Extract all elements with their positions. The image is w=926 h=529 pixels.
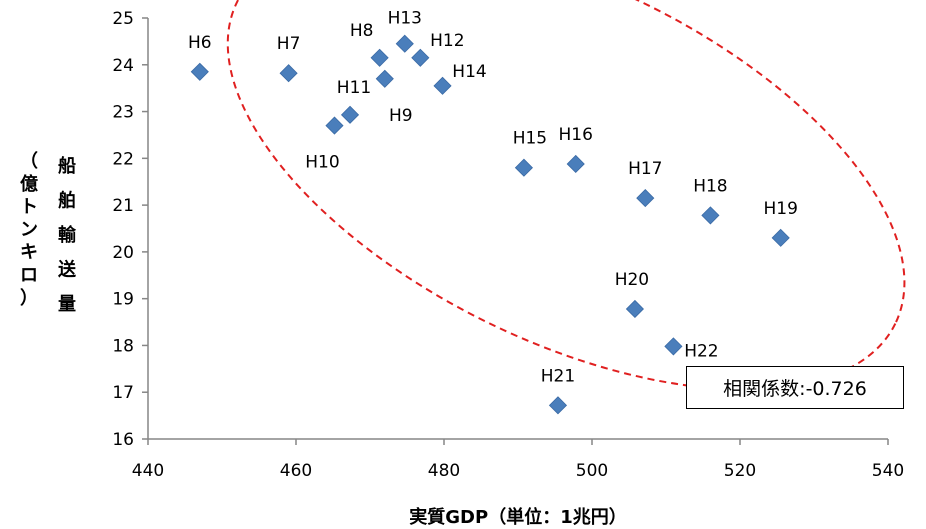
point-label-h11: H11 <box>337 78 371 98</box>
x-tick-label: 480 <box>428 461 460 481</box>
y-tick-label: 17 <box>112 383 134 403</box>
y-tick-label: 22 <box>112 149 134 169</box>
correlation-box: 相関係数:-0.726 <box>686 366 904 409</box>
y-tick-label: 24 <box>112 56 134 76</box>
point-label-h9: H9 <box>389 106 413 126</box>
y-tick-label: 23 <box>112 103 134 123</box>
x-axis-title: 実質GDP（単位：1兆円） <box>409 506 626 528</box>
data-point-h19 <box>771 228 790 247</box>
y-tick-label: 19 <box>112 290 134 310</box>
y-axis-unit: （億トンキロ） <box>20 151 38 309</box>
data-point-h16 <box>566 154 585 174</box>
data-point-h18 <box>701 206 720 225</box>
x-tick-label: 520 <box>724 461 756 481</box>
data-point-h15 <box>514 158 533 177</box>
point-label-h21: H21 <box>541 366 575 386</box>
point-label-h13: H13 <box>388 9 422 29</box>
data-point-h9 <box>375 69 394 88</box>
point-label-h8: H8 <box>350 21 374 41</box>
highlight-ellipse <box>226 0 906 391</box>
data-point-h22 <box>664 337 683 356</box>
x-tick-label: 460 <box>280 461 312 481</box>
point-label-h10: H10 <box>305 153 339 173</box>
data-point-h13 <box>395 34 414 53</box>
point-label-h12: H12 <box>430 31 464 51</box>
data-points <box>190 34 790 415</box>
data-point-h12 <box>411 48 430 67</box>
y-tick-label: 20 <box>112 243 134 263</box>
y-tick-label: 16 <box>112 430 134 450</box>
data-point-h21 <box>548 396 568 415</box>
data-point-h8 <box>370 48 389 67</box>
highlight-ellipse-layer <box>226 0 906 391</box>
data-point-h17 <box>636 189 655 208</box>
data-point-h11 <box>340 105 360 124</box>
point-label-h16: H16 <box>559 125 593 145</box>
x-tick-label: 540 <box>872 461 904 481</box>
point-label-h7: H7 <box>277 34 301 54</box>
x-tick-label: 500 <box>576 461 608 481</box>
data-point-h20 <box>625 299 644 319</box>
data-point-h6 <box>190 62 209 81</box>
point-label-h15: H15 <box>513 129 547 149</box>
axes: 16 17 18 19 20 21 22 23 24 25 440 460 480 500 520 540 <box>112 9 904 481</box>
data-point-h14 <box>433 76 452 95</box>
y-tick-label: 25 <box>112 9 134 29</box>
y-axis-title: 船舶輸送量 <box>57 155 77 315</box>
x-tick-label: 440 <box>132 461 164 481</box>
y-tick-label: 18 <box>112 336 134 356</box>
point-label-h14: H14 <box>452 62 486 82</box>
point-label-h17: H17 <box>628 159 662 179</box>
data-point-h10 <box>325 116 344 135</box>
point-label-h18: H18 <box>693 176 727 196</box>
point-label-h19: H19 <box>763 199 797 219</box>
y-tick-label: 21 <box>112 196 134 216</box>
point-label-h20: H20 <box>615 270 649 290</box>
data-point-h7 <box>279 64 298 83</box>
point-labels: H6 H7 H8 H9 H10 H11 H12 H13 H14 H15 H16 H17 H18 H19 H2… <box>188 9 798 387</box>
point-label-h22: H22 <box>684 341 718 361</box>
point-label-h6: H6 <box>188 33 212 53</box>
